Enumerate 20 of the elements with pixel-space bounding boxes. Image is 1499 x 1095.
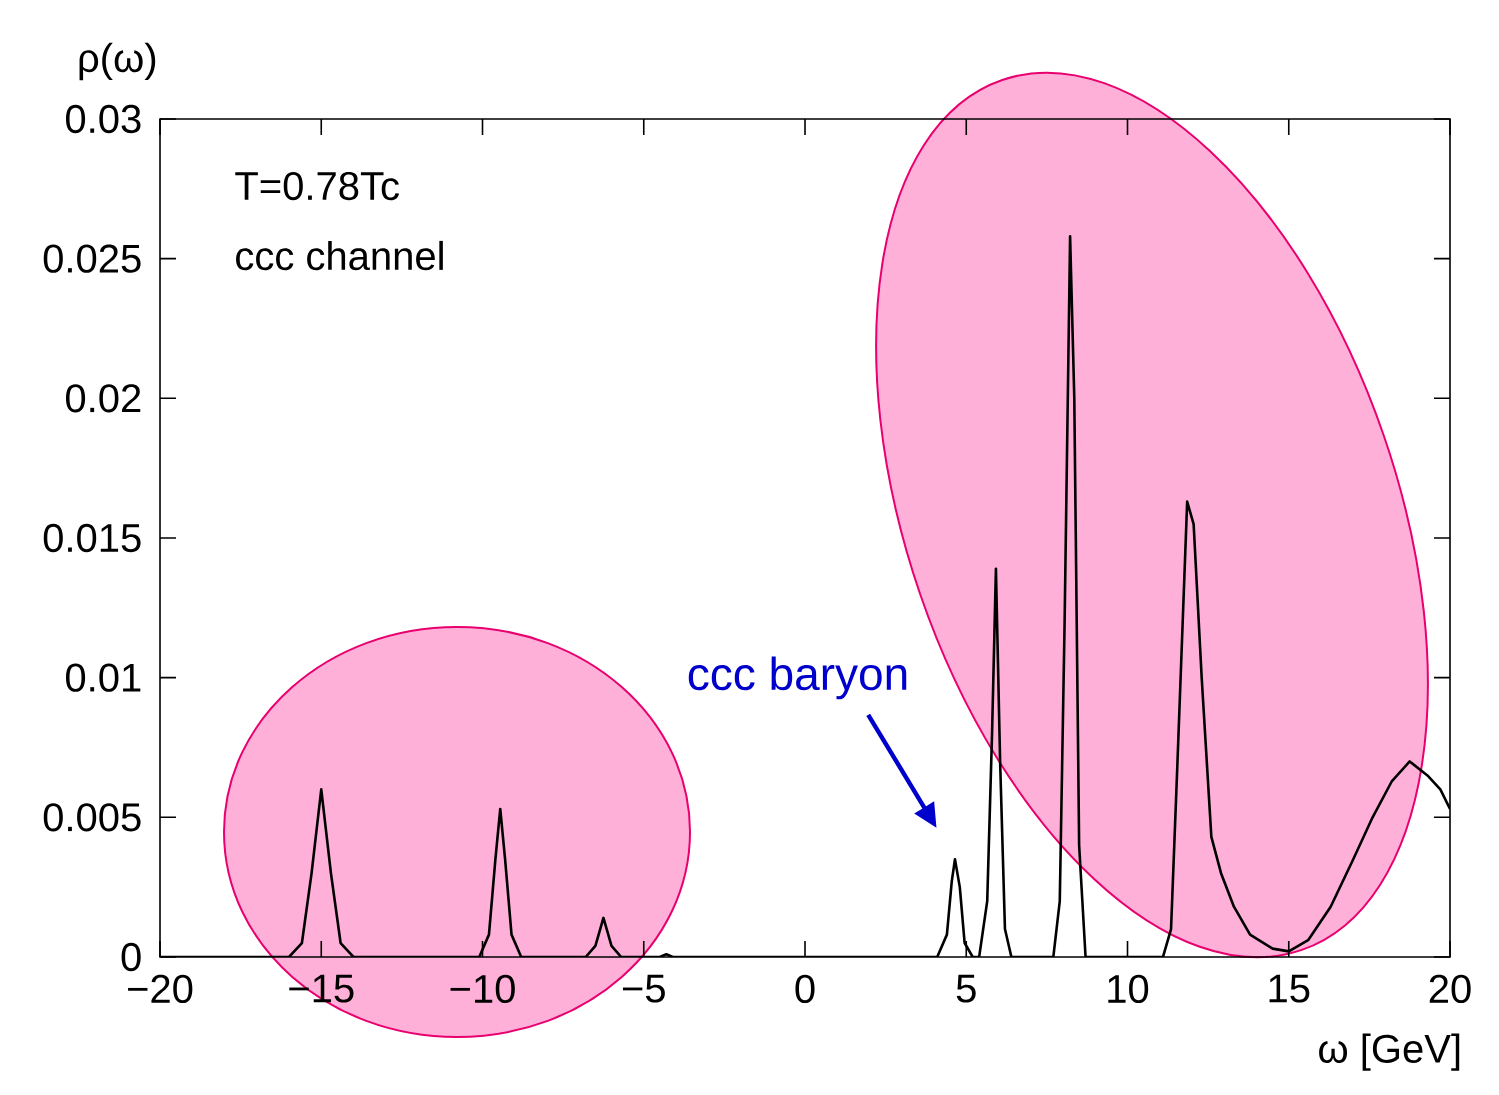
annotation: ccc channel: [236, 240, 443, 271]
x-tick-label: 10: [1108, 974, 1149, 1004]
y-tick-label: 0.03: [65, 104, 141, 134]
annotation: ccc baryon: [688, 656, 907, 700]
y-axis-title: ρ(ω): [79, 42, 156, 81]
y-tick-label: 0.02: [65, 384, 141, 413]
x-tick-label: −10: [450, 974, 515, 1004]
y-tick-label: 0.015: [43, 523, 141, 553]
x-tick-label: 20: [1429, 974, 1471, 1004]
x-tick-label: 5: [956, 974, 976, 1003]
x-tick-label: 0: [795, 974, 815, 1004]
x-tick-label: −5: [622, 974, 665, 1003]
x-tick-label: −20: [128, 974, 193, 1004]
x-axis-title: ω [GeV]: [1319, 1033, 1460, 1071]
y-tick-label: 0.025: [43, 244, 141, 273]
y-tick-label: 0: [121, 942, 141, 972]
x-tick-label: 15: [1269, 974, 1310, 1003]
y-tick-label: 0.005: [43, 803, 141, 832]
y-tick-label: 0.01: [65, 663, 141, 692]
annotation: T=0.78Tc: [235, 171, 399, 201]
